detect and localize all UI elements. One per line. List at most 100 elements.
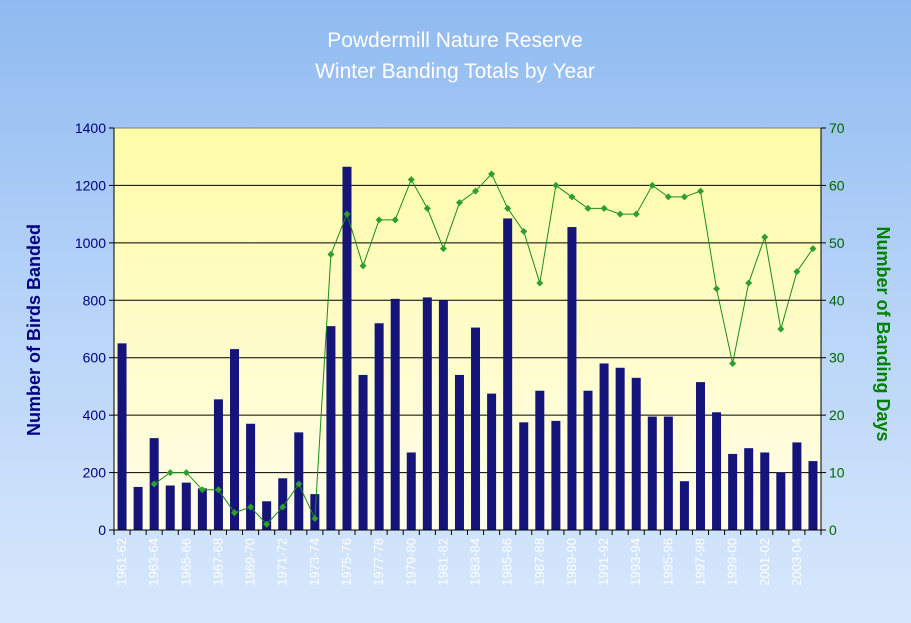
bar bbox=[471, 327, 481, 530]
bar bbox=[342, 166, 352, 530]
bar bbox=[760, 452, 770, 530]
y-axis-label-right: Number of Banding Days bbox=[873, 226, 893, 441]
bar bbox=[374, 323, 384, 530]
line-point bbox=[568, 193, 576, 201]
line-point bbox=[231, 509, 239, 517]
y-tick-label-right: 40 bbox=[829, 292, 845, 308]
bar bbox=[438, 300, 448, 530]
line-point bbox=[343, 210, 351, 218]
bar bbox=[181, 482, 191, 530]
chart-title: Powdermill Nature Reserve bbox=[327, 29, 583, 52]
y-tick-label-right: 30 bbox=[829, 350, 845, 366]
line-point bbox=[793, 268, 801, 276]
line-point bbox=[761, 233, 769, 241]
line-point bbox=[809, 245, 817, 253]
bar bbox=[776, 472, 786, 530]
y-tick-label-right: 0 bbox=[829, 522, 837, 538]
line-point bbox=[166, 469, 174, 477]
line-point bbox=[407, 176, 415, 184]
line-point bbox=[263, 520, 271, 528]
line-point bbox=[439, 245, 447, 253]
y-tick-label-right: 60 bbox=[829, 177, 845, 193]
y-tick-label-left: 200 bbox=[83, 465, 107, 481]
x-tick-label: 1997-98 bbox=[692, 538, 707, 586]
line-point bbox=[536, 279, 544, 287]
y-tick-label-left: 800 bbox=[83, 292, 107, 308]
bar bbox=[712, 412, 722, 530]
line-point bbox=[327, 250, 335, 258]
line-point bbox=[488, 170, 496, 178]
line-point bbox=[729, 359, 737, 367]
line-point bbox=[311, 515, 319, 523]
line-point bbox=[359, 262, 367, 270]
bar bbox=[583, 390, 593, 530]
chart-subtitle: Winter Banding Totals by Year bbox=[315, 60, 595, 83]
line-point bbox=[648, 181, 656, 189]
line-point bbox=[664, 193, 672, 201]
x-tick-label: 1985-86 bbox=[500, 538, 515, 586]
x-tick-label: 1977-78 bbox=[371, 538, 386, 586]
y-tick-label-right: 50 bbox=[829, 235, 845, 251]
x-tick-label: 1973-74 bbox=[307, 538, 322, 586]
line-point bbox=[279, 503, 287, 511]
x-tick-label: 1991-92 bbox=[596, 538, 611, 586]
line-point bbox=[182, 469, 190, 477]
line-point bbox=[423, 204, 431, 212]
line-point bbox=[680, 193, 688, 201]
bar bbox=[535, 390, 545, 530]
banding-days-line bbox=[153, 173, 814, 525]
bar bbox=[744, 448, 754, 530]
y-tick-label-left: 600 bbox=[83, 350, 107, 366]
line-point bbox=[552, 181, 560, 189]
x-tick-label: 1961-62 bbox=[114, 538, 129, 586]
x-tick-label: 1963-64 bbox=[146, 538, 161, 586]
line-point bbox=[214, 486, 222, 494]
axes: 0 200 400 600 800 1000 1200 1400 0 10 20 30 40 50 60 70… bbox=[75, 120, 845, 586]
bar bbox=[454, 374, 464, 530]
line-point bbox=[150, 480, 158, 488]
x-tick-label: 2001-02 bbox=[757, 538, 772, 586]
x-tick-label: 1975-76 bbox=[339, 538, 354, 586]
line-point bbox=[198, 486, 206, 494]
bar bbox=[647, 416, 657, 530]
bar bbox=[422, 297, 432, 530]
bar bbox=[326, 326, 336, 530]
bar bbox=[262, 501, 272, 530]
line-point bbox=[472, 187, 480, 195]
line-point bbox=[295, 480, 303, 488]
bar bbox=[599, 363, 609, 530]
line-point bbox=[247, 503, 255, 511]
x-tick-label: 1995-96 bbox=[660, 538, 675, 586]
y-tick-label-right: 20 bbox=[829, 407, 845, 423]
bar bbox=[679, 481, 689, 530]
y-tick-label-right: 70 bbox=[829, 120, 845, 136]
y-tick-label-left: 1000 bbox=[75, 235, 106, 251]
bar bbox=[728, 453, 738, 530]
bar bbox=[551, 420, 561, 530]
bar bbox=[165, 485, 175, 530]
y-axis-label-left: Number of Birds Banded bbox=[24, 224, 44, 436]
bar bbox=[808, 461, 818, 530]
x-tick-label: 2003-04 bbox=[789, 538, 804, 586]
bar bbox=[519, 422, 529, 530]
bar bbox=[567, 227, 577, 530]
y-tick-label-left: 0 bbox=[98, 522, 106, 538]
line-point bbox=[504, 204, 512, 212]
y-tick-label-right: 10 bbox=[829, 465, 845, 481]
x-tick-label: 1981-82 bbox=[435, 538, 450, 586]
x-tick-label: 1993-94 bbox=[628, 538, 643, 586]
line-point bbox=[375, 216, 383, 224]
bar bbox=[503, 218, 513, 530]
y-tick-label-left: 1400 bbox=[75, 120, 106, 136]
bar bbox=[246, 423, 256, 530]
bar bbox=[230, 349, 240, 530]
x-tick-label: 1969-70 bbox=[243, 538, 258, 586]
x-tick-label: 1979-80 bbox=[403, 538, 418, 586]
bar bbox=[133, 486, 143, 530]
line-point bbox=[745, 279, 753, 287]
bar bbox=[406, 452, 416, 530]
bar bbox=[487, 393, 497, 530]
line-point bbox=[616, 210, 624, 218]
x-tick-label: 1967-68 bbox=[210, 538, 225, 586]
